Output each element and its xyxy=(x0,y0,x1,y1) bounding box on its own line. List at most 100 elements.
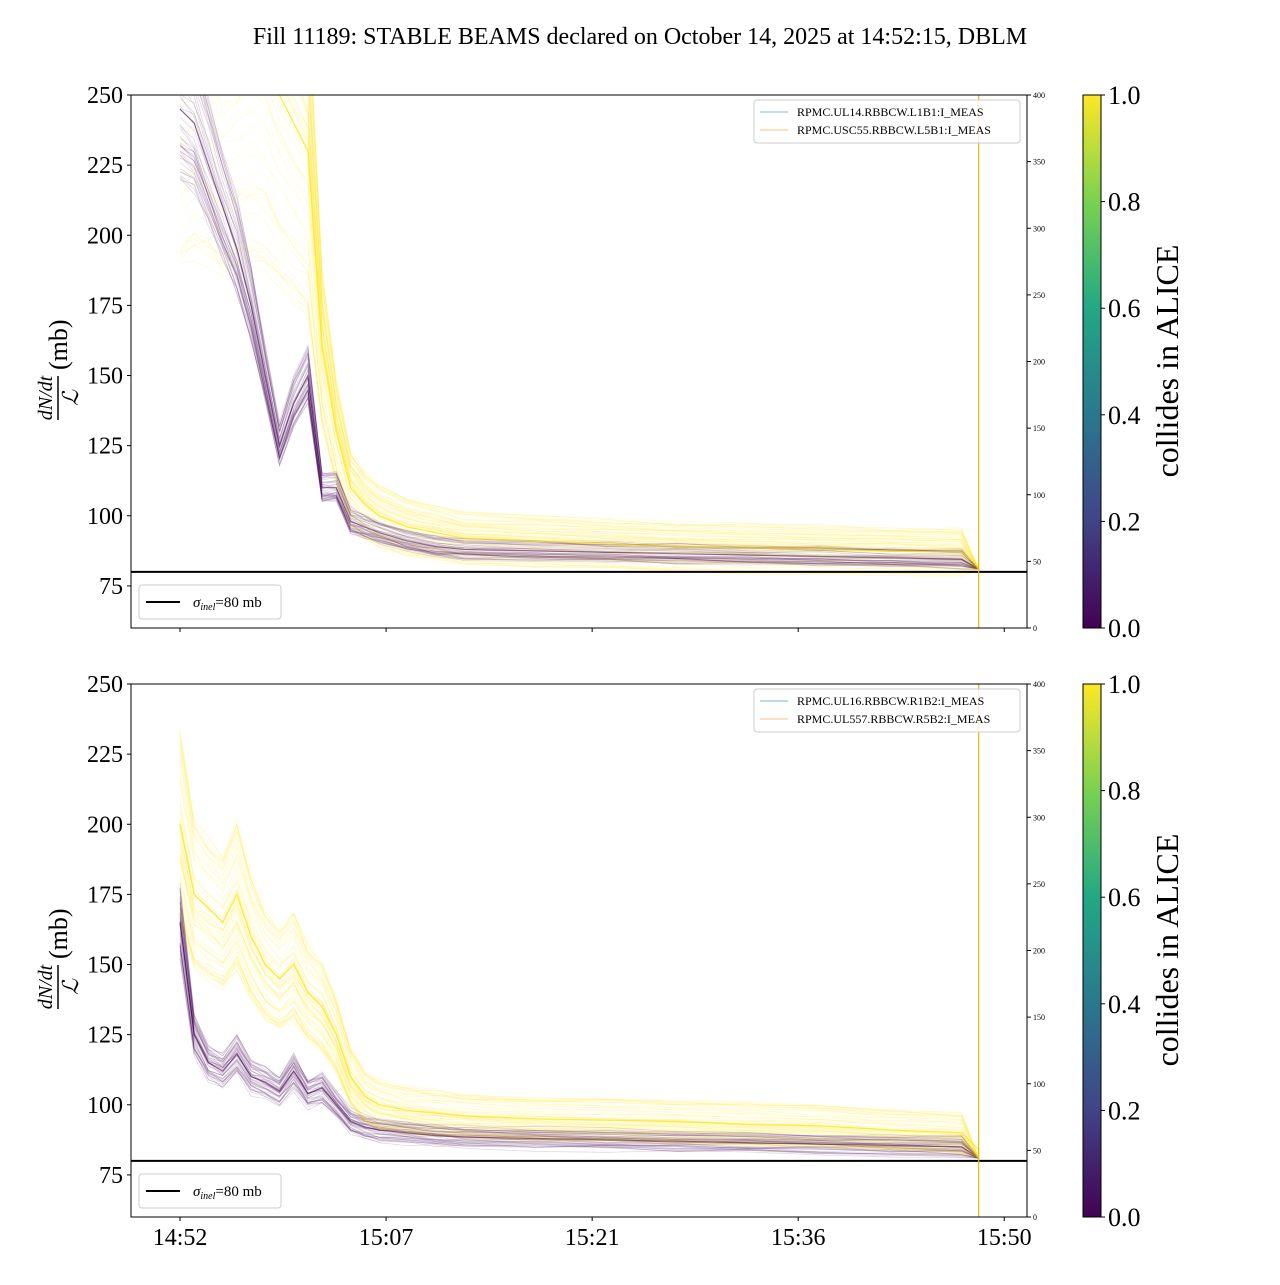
series-median-1 xyxy=(179,922,980,1159)
series-line-colliding xyxy=(179,804,980,1159)
y2-tick-label: 250 xyxy=(1033,880,1045,889)
figure-title: Fill 11189: STABLE BEAMS declared on Oct… xyxy=(253,24,1027,50)
series-line-non-colliding xyxy=(179,906,979,1159)
series-line-colliding xyxy=(179,859,979,1159)
x-tick-label: 15:50 xyxy=(977,1225,1032,1251)
series-line-colliding xyxy=(179,807,980,1159)
series-median-0 xyxy=(179,824,980,1151)
series-line-non-colliding xyxy=(179,942,979,1159)
series-line-colliding xyxy=(308,95,980,570)
colorbar-tick-label: 0.2 xyxy=(1108,1096,1141,1125)
legend-top-right: RPMC.UL14.RBBCW.L1B1:I_MEAS RPMC.USC55.RB… xyxy=(753,99,1021,144)
legend-entry: RPMC.UL14.RBBCW.L1B1:I_MEAS xyxy=(797,105,984,119)
x-tick-label: 15:36 xyxy=(771,1225,826,1251)
series-line-colliding xyxy=(311,95,980,570)
series-line-non-colliding xyxy=(202,95,979,570)
series-line-colliding xyxy=(179,911,979,1159)
series-line-colliding xyxy=(179,905,979,1159)
series-line-non-colliding xyxy=(179,882,980,1159)
series-line-colliding xyxy=(179,862,979,1159)
series-line-colliding xyxy=(179,878,979,1159)
legend-box xyxy=(753,99,1021,144)
series-line-non-colliding xyxy=(179,162,979,570)
colorbar-tick-label: 0.8 xyxy=(1108,777,1141,806)
series-line-colliding xyxy=(179,115,979,570)
series-line-colliding xyxy=(306,95,980,570)
series-line-colliding xyxy=(179,862,979,1159)
series-line-colliding xyxy=(179,875,979,1159)
x-tick-label: 15:21 xyxy=(565,1225,620,1251)
series-line-colliding xyxy=(179,845,980,1159)
series-line-non-colliding xyxy=(179,117,979,570)
y2-tick-label: 100 xyxy=(1033,1080,1045,1089)
series-line-non-colliding xyxy=(192,95,979,570)
series-line-colliding xyxy=(292,95,980,570)
series-line-colliding xyxy=(179,741,980,1159)
series-line-colliding xyxy=(179,95,979,570)
sigma-symbol: σ xyxy=(193,1184,201,1200)
series-line-colliding xyxy=(273,95,979,570)
series-line-colliding xyxy=(179,106,979,570)
series-line-non-colliding xyxy=(179,175,979,570)
series-line-colliding xyxy=(179,796,980,1159)
series-line-colliding xyxy=(179,782,980,1159)
series-line-colliding xyxy=(179,821,980,1159)
y2-tick-label: 350 xyxy=(1033,158,1045,167)
series-line-colliding xyxy=(179,825,980,1159)
colorbar-tick-label: 0.0 xyxy=(1108,614,1141,643)
y-label-unit: (mb) xyxy=(44,319,73,370)
series-line-colliding xyxy=(179,244,979,578)
series-line-non-colliding xyxy=(179,945,979,1159)
series-line-colliding xyxy=(216,95,979,570)
series-line-colliding xyxy=(299,95,980,570)
legend-box xyxy=(753,688,1021,733)
y2-tick-label: 350 xyxy=(1033,747,1045,756)
series-line-non-colliding xyxy=(179,958,979,1159)
series-line-colliding xyxy=(179,745,980,1159)
series-line-non-colliding xyxy=(179,901,979,1159)
colorbar-label: collides in ALICE xyxy=(1149,245,1185,478)
y-tick-label: 100 xyxy=(87,504,123,530)
series-line-colliding xyxy=(275,95,979,570)
series-line-non-colliding xyxy=(179,142,979,570)
series-line-non-colliding xyxy=(179,913,979,1159)
series-line-non-colliding xyxy=(199,95,979,570)
legend-bottom-left: σinel=80 mb xyxy=(138,1173,282,1209)
series-line-non-colliding xyxy=(179,908,979,1159)
series-line-colliding xyxy=(310,95,980,570)
series-line-colliding xyxy=(179,733,980,1159)
series-line-colliding xyxy=(179,844,980,1159)
series-line-non-colliding xyxy=(179,179,979,570)
series-line-colliding xyxy=(286,95,979,570)
series-line-non-colliding xyxy=(179,95,979,570)
series-line-colliding xyxy=(297,95,980,570)
series-line-colliding xyxy=(179,735,980,1159)
colorbar-tick-label: 0.4 xyxy=(1108,401,1141,430)
series-line-colliding xyxy=(179,771,980,1159)
series-line-colliding xyxy=(217,95,979,570)
series-line-non-colliding xyxy=(179,154,979,570)
series-line-colliding xyxy=(179,911,979,1159)
panel-top: 75 100 125 150 175 200 225 250 0 50 100 150 200 250 30… xyxy=(35,81,1185,643)
sigma-value: =80 mb xyxy=(215,1184,261,1200)
series-line-colliding xyxy=(300,95,980,570)
series-line-non-colliding xyxy=(179,902,979,1159)
series-line-colliding xyxy=(179,751,980,1159)
legend-box xyxy=(138,1173,282,1209)
series-line-colliding xyxy=(179,171,979,570)
series-line-non-colliding xyxy=(179,943,979,1159)
y-tick-label: 175 xyxy=(87,293,123,319)
legend-entry: RPMC.UL16.RBBCW.R1B2:I_MEAS xyxy=(797,694,984,708)
series-line-colliding xyxy=(179,122,979,570)
y-label-numerator: dN/dt xyxy=(35,375,57,420)
series-line-non-colliding xyxy=(179,168,979,570)
series-line-non-colliding xyxy=(179,896,980,1159)
series-line-colliding xyxy=(309,95,980,570)
series-line-colliding xyxy=(179,748,980,1159)
y2-tick-label: 50 xyxy=(1033,557,1041,566)
y2-tick-label: 0 xyxy=(1033,1213,1037,1222)
series-line-colliding xyxy=(179,819,980,1159)
series-line-colliding xyxy=(277,95,979,570)
colorbar-tick-label: 0.6 xyxy=(1108,294,1141,323)
series-line-colliding xyxy=(309,95,980,570)
